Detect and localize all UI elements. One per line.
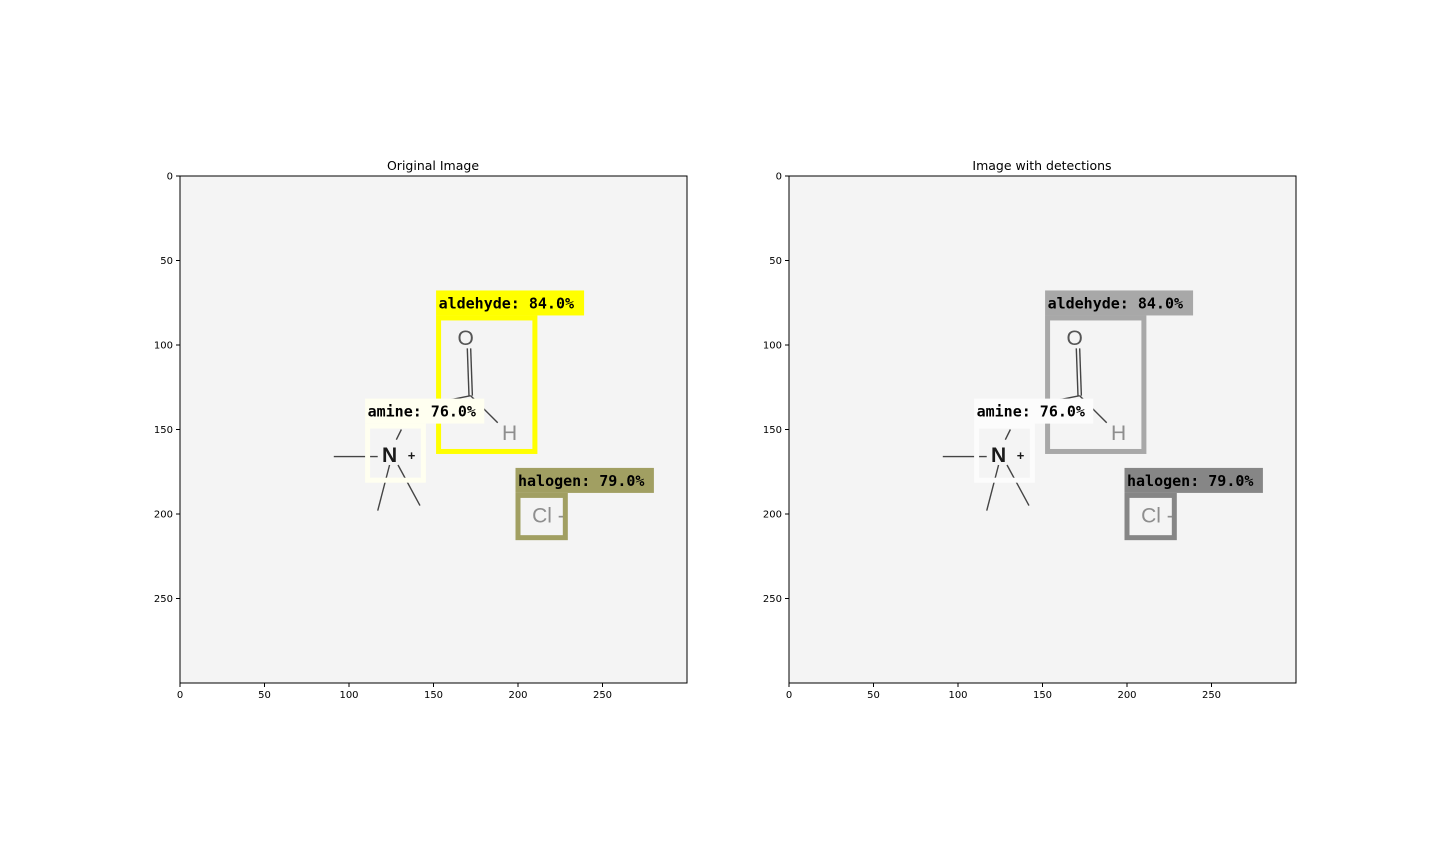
detection-label: halogen: 79.0% — [1127, 472, 1253, 490]
y-tick-label: 100 — [763, 341, 782, 352]
atom-label: + — [1017, 448, 1025, 463]
y-tick-label: 200 — [154, 510, 173, 521]
y-axis: 0 50 100 150 200 250 — [154, 172, 180, 606]
panel-title: Image with detections — [972, 158, 1111, 173]
atom-label: O — [457, 327, 473, 350]
x-axis: 0 50 100 150 200 250 — [786, 683, 1221, 701]
atom-label: H — [502, 422, 517, 445]
atom-label: Cl - — [532, 505, 565, 528]
x-tick-label: 0 — [177, 690, 183, 701]
detection-label: aldehyde: 84.0% — [439, 294, 574, 312]
y-tick-label: 250 — [154, 594, 173, 605]
y-tick-label: 0 — [776, 172, 782, 183]
y-tick-label: 250 — [763, 594, 782, 605]
image-background — [789, 176, 1296, 683]
y-tick-label: 50 — [769, 256, 782, 267]
atom-label: + — [408, 448, 416, 463]
x-tick-label: 50 — [867, 690, 880, 701]
panel-image-with-detections: Image with detections O H N + Cl - aldehyde:… — [763, 158, 1296, 701]
image-background — [180, 176, 687, 683]
y-tick-label: 100 — [154, 341, 173, 352]
x-tick-label: 250 — [1202, 690, 1221, 701]
x-tick-label: 200 — [508, 690, 527, 701]
y-axis: 0 50 100 150 200 250 — [763, 172, 789, 606]
x-tick-label: 200 — [1117, 690, 1136, 701]
atom-label: O — [1066, 327, 1082, 350]
y-tick-label: 150 — [154, 425, 173, 436]
y-tick-label: 0 — [167, 172, 173, 183]
detection-label: halogen: 79.0% — [518, 472, 644, 490]
y-tick-label: 50 — [160, 256, 173, 267]
panel-original-image: Original Image O H N + Cl - aldehyde: 84.0% a… — [154, 158, 687, 701]
x-tick-label: 150 — [1033, 690, 1052, 701]
x-tick-label: 250 — [593, 690, 612, 701]
x-tick-label: 100 — [948, 690, 967, 701]
atom-label: H — [1111, 422, 1126, 445]
detection-label: amine: 76.0% — [977, 403, 1085, 421]
detection-label: amine: 76.0% — [368, 403, 476, 421]
atom-label: N — [382, 444, 397, 467]
x-tick-label: 150 — [424, 690, 443, 701]
atom-label: Cl - — [1141, 505, 1174, 528]
detection-label: aldehyde: 84.0% — [1048, 294, 1183, 312]
y-tick-label: 200 — [763, 510, 782, 521]
panel-title: Original Image — [387, 158, 479, 173]
x-axis: 0 50 100 150 200 250 — [177, 683, 612, 701]
x-tick-label: 0 — [786, 690, 792, 701]
x-tick-label: 100 — [339, 690, 358, 701]
x-tick-label: 50 — [258, 690, 271, 701]
y-tick-label: 150 — [763, 425, 782, 436]
atom-label: N — [991, 444, 1006, 467]
